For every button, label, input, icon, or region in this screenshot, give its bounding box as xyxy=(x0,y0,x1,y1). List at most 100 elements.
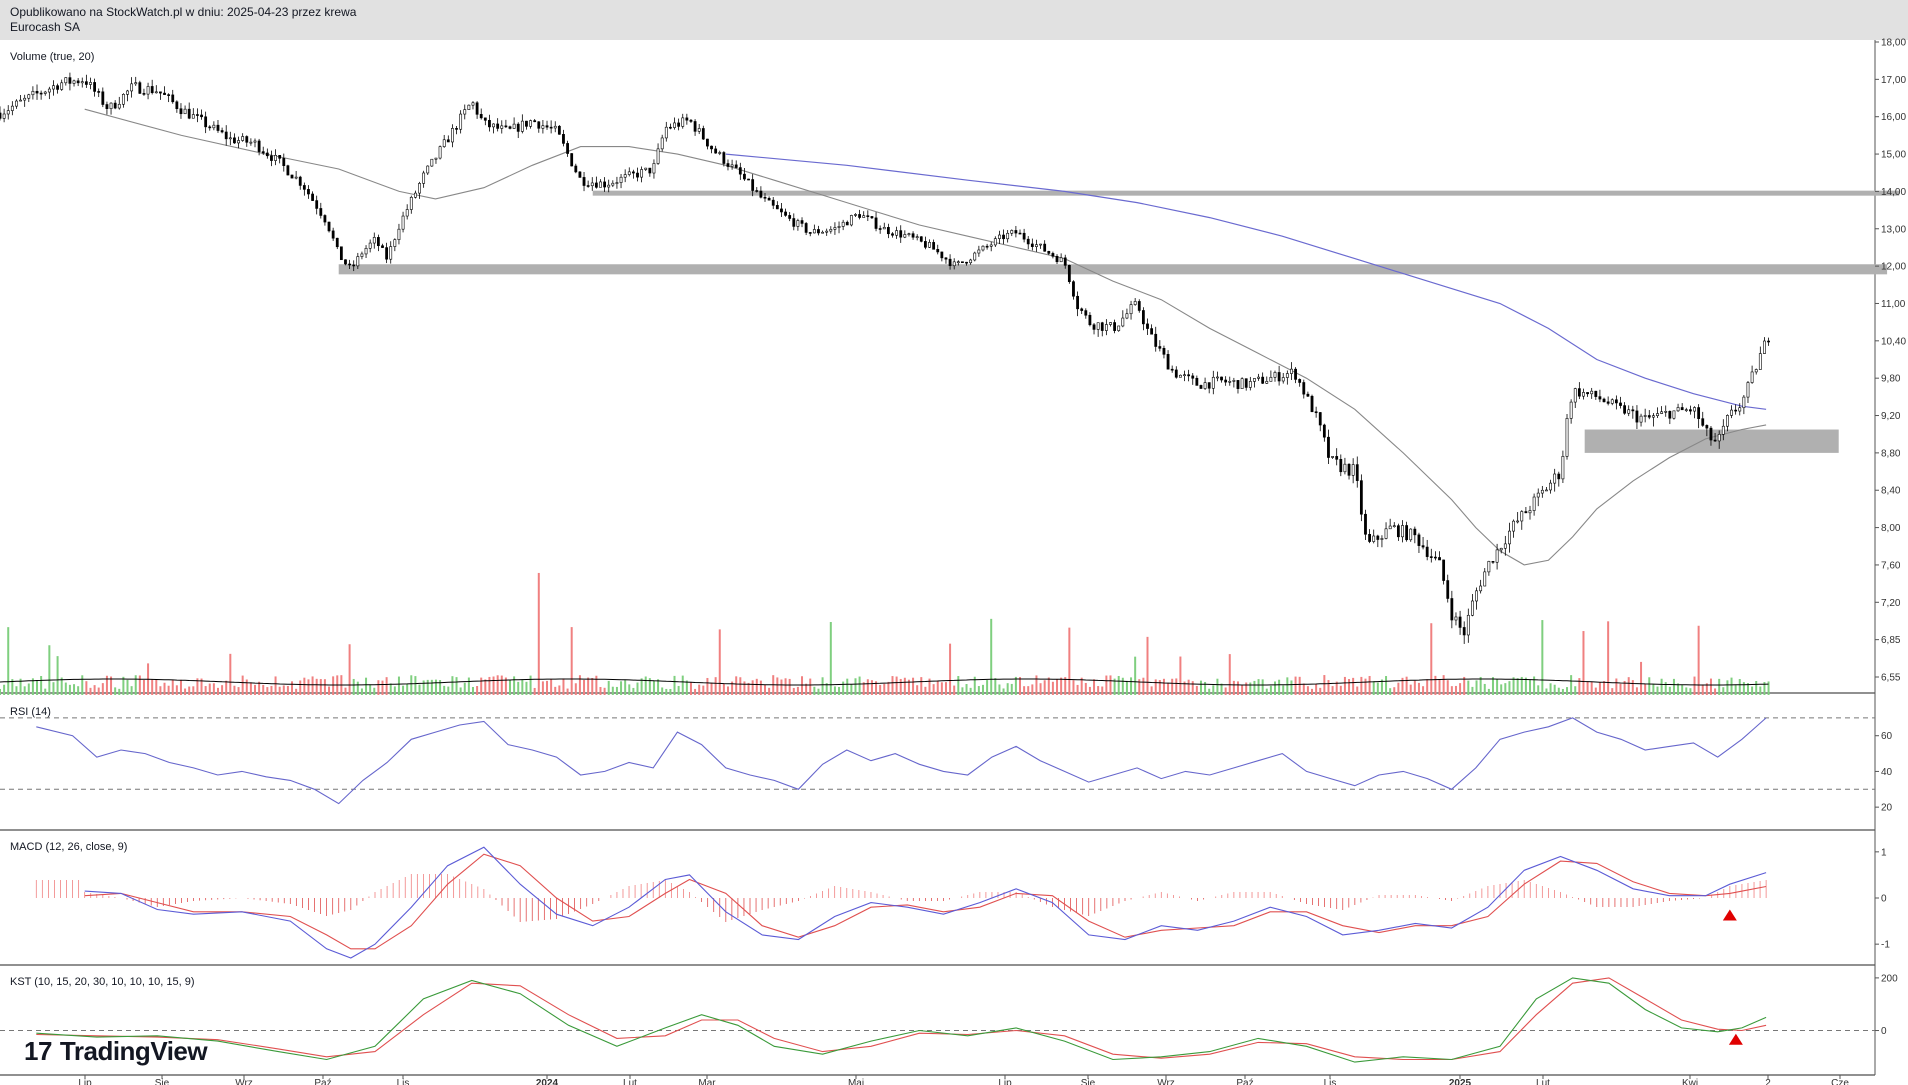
volume-bar xyxy=(1623,680,1626,695)
volume-bar xyxy=(1220,683,1223,695)
volume-bar xyxy=(1409,684,1412,695)
volume-bar xyxy=(533,687,536,695)
volume-bar xyxy=(1208,688,1211,695)
candle-body xyxy=(1030,243,1034,247)
volume-bar xyxy=(1274,681,1276,695)
volume-bar xyxy=(1471,686,1474,695)
volume-bar xyxy=(1685,687,1688,695)
volume-bar xyxy=(44,688,47,695)
candle-body xyxy=(710,145,713,150)
volume-bar xyxy=(620,681,623,695)
volume-bar xyxy=(1368,675,1371,695)
published-note: Opublikowano na StockWatch.pl w dniu: 20… xyxy=(10,5,357,19)
candle-body xyxy=(874,217,878,229)
candle-body xyxy=(196,114,199,116)
macd-axis-tick-label-1: 0 xyxy=(1881,894,1887,905)
candle-body xyxy=(775,205,779,210)
volume-bar xyxy=(204,686,207,695)
macd-axis-tick-label-0: 1 xyxy=(1881,847,1887,858)
candle-body xyxy=(1454,616,1458,621)
candle-body xyxy=(965,261,968,264)
candle-body xyxy=(631,171,635,174)
volume-bar xyxy=(1611,688,1614,695)
candle-body xyxy=(1746,382,1750,398)
candle-body xyxy=(335,237,339,248)
candle-body xyxy=(286,165,290,176)
volume-bar xyxy=(747,682,750,695)
volume-bar xyxy=(1726,680,1729,695)
candle-body xyxy=(989,244,993,247)
volume-bar xyxy=(1677,683,1680,695)
candle-body xyxy=(1565,418,1569,457)
candle-body xyxy=(327,221,331,232)
candle-body xyxy=(1294,368,1297,380)
volume-bar xyxy=(562,678,565,695)
candle-body xyxy=(220,130,224,133)
volume-bar xyxy=(969,687,972,695)
tradingview-logo: 17 TradingView xyxy=(24,1036,208,1067)
candle-body xyxy=(743,173,746,180)
candle-body xyxy=(825,230,829,233)
volume-bar xyxy=(233,685,236,695)
volume-bar xyxy=(315,678,318,695)
volume-bar xyxy=(1319,687,1322,695)
candle-body xyxy=(1129,304,1133,315)
candle-body xyxy=(792,218,796,227)
moving-average-slow xyxy=(725,153,1767,410)
volume-bar xyxy=(1537,685,1540,695)
candle-body xyxy=(323,215,327,223)
time-axis-label-8: Maj xyxy=(848,1078,864,1085)
volume-bar xyxy=(105,675,108,695)
candle-body xyxy=(253,140,257,143)
candle-body xyxy=(1314,411,1318,414)
candle-body xyxy=(566,143,569,154)
candle-body xyxy=(866,215,870,217)
candle-body xyxy=(237,140,240,144)
price-axis-tick-label-16: 6,85 xyxy=(1881,635,1901,646)
candle-body xyxy=(35,91,39,94)
volume-bar xyxy=(796,686,799,695)
volume-bar xyxy=(743,681,746,695)
volume-bar xyxy=(587,677,590,695)
volume-bar xyxy=(237,687,240,695)
volume-bar xyxy=(1751,686,1754,695)
rsi-axis-tick-label-2: 20 xyxy=(1881,803,1893,814)
candle-body xyxy=(644,167,648,170)
candle-body xyxy=(1269,376,1273,382)
candle-body xyxy=(1035,244,1038,247)
volume-bar xyxy=(480,677,483,695)
volume-bar xyxy=(611,686,614,695)
candle-body xyxy=(1606,401,1610,404)
candle-body xyxy=(1302,382,1306,395)
candle-body xyxy=(557,125,561,135)
volume-bar xyxy=(858,676,861,695)
volume-bar xyxy=(443,685,446,695)
volume-bar xyxy=(229,653,232,695)
candle-body xyxy=(504,125,508,128)
publish-header: Opublikowano na StockWatch.pl w dniu: 20… xyxy=(0,0,1908,40)
volume-bar xyxy=(48,645,51,695)
candle-body xyxy=(944,257,948,260)
volume-bar xyxy=(821,677,824,695)
volume-bar xyxy=(7,627,10,695)
candle-body xyxy=(829,229,833,232)
volume-bar xyxy=(1718,678,1721,695)
volume-bar xyxy=(1023,686,1026,695)
candle-body xyxy=(356,256,360,267)
volume-bar xyxy=(817,688,820,695)
volume-bar xyxy=(891,676,894,695)
price-axis-tick-label-1: 17,00 xyxy=(1881,75,1906,86)
candle-body xyxy=(1396,525,1400,538)
volume-bar xyxy=(1693,676,1696,695)
volume-bar xyxy=(373,687,376,695)
volume-bar xyxy=(1734,684,1737,695)
volume-bar xyxy=(496,675,499,695)
volume-bar xyxy=(628,684,631,695)
candle-body xyxy=(623,174,627,178)
volume-bar xyxy=(1269,685,1272,695)
volume-bar xyxy=(1072,680,1075,695)
volume-bar xyxy=(1549,683,1552,695)
volume-bar xyxy=(1450,686,1453,695)
candle-body xyxy=(401,215,405,230)
candle-body xyxy=(767,197,771,201)
